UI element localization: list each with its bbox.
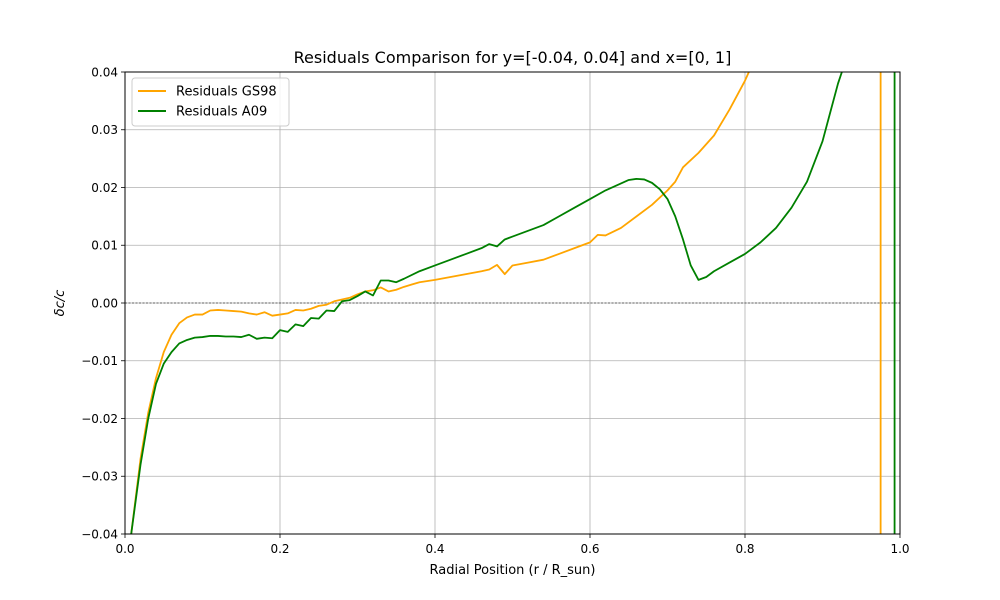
legend-label-a09: Residuals A09	[176, 105, 267, 120]
ticks: 0.0 0.2 0.4 0.6 0.8 1.0 −0.04 −0.03 −0.02 −0.01 0.…	[81, 65, 909, 556]
y-tick-label: −0.02	[81, 412, 118, 426]
legend-label-gs98: Residuals GS98	[176, 85, 277, 100]
legend: Residuals GS98 Residuals A09	[131, 77, 290, 127]
series-line-a09	[130, 72, 843, 534]
chart-title: Residuals Comparison for y=[-0.04, 0.04]…	[294, 48, 732, 67]
y-tick-label: −0.01	[81, 354, 118, 368]
legend-box	[131, 77, 290, 127]
y-tick-label: 0.01	[91, 239, 118, 253]
y-tick-label: −0.03	[81, 470, 118, 484]
x-tick-label: 0.8	[735, 542, 754, 556]
x-tick-label: 1.0	[890, 542, 909, 556]
y-axis-label: δc/c	[53, 290, 68, 317]
x-tick-label: 0.4	[425, 542, 444, 556]
x-tick-label: 0.6	[580, 542, 599, 556]
plot-lines	[125, 72, 900, 534]
y-tick-label: −0.04	[81, 527, 118, 541]
x-tick-label: 0.0	[115, 542, 134, 556]
x-tick-label: 0.2	[270, 542, 289, 556]
x-axis-label: Radial Position (r / R_sun)	[430, 563, 596, 578]
y-tick-label: 0.03	[91, 123, 118, 137]
y-tick-label: 0.00	[91, 296, 118, 310]
y-tick-label: 0.04	[91, 65, 118, 79]
y-tick-label: 0.02	[91, 181, 118, 195]
